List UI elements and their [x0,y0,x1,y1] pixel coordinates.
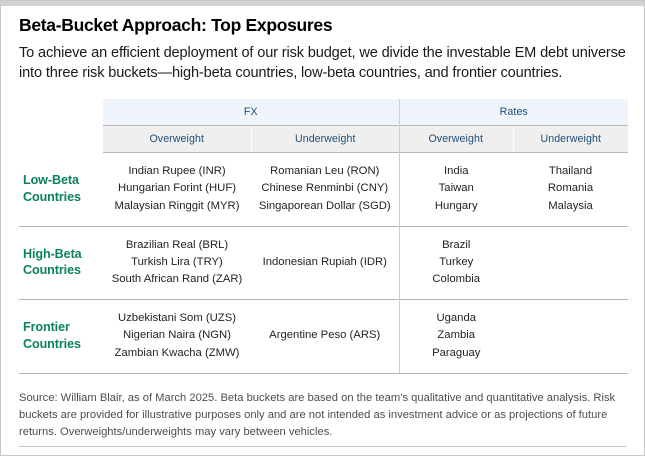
fx-rates-vertical-divider [399,99,400,374]
list-item: Indonesian Rupiah (IDR) [262,255,387,268]
list-item: Hungarian Forint (HUF) [117,182,237,195]
group-header-row: FX Rates [19,99,628,126]
subtitle-deck: To achieve an efficient deployment of ou… [19,45,626,82]
cell-frontier-fx-overweight: Uzbekistani Som (UZS) Nigerian Naira (NG… [103,299,251,374]
cell-high-beta-fx-underweight: Indonesian Rupiah (IDR) [251,226,399,301]
source-footnote: Source: William Blair, as of March 2025.… [19,391,616,438]
table-row: Low-Beta Countries Indian Rupee (INR) Hu… [19,152,628,227]
exhibit-content: Beta-Bucket Approach: Top Exposures To a… [1,6,644,455]
cell-high-beta-rates-overweight: Brazil Turkey Colombia [398,226,513,301]
cell-low-beta-rates-underweight: Thailand Romania Malaysia [513,152,628,227]
list-item: Turkey [439,255,474,268]
list-item: Malaysian Ringgit (MYR) [114,199,240,212]
row-label-line-2: Countries [23,263,81,278]
list-item: Thailand [548,165,593,178]
list-item: Colombia [432,273,481,286]
top-accent-bar [1,1,644,6]
row-label-line-2: Countries [23,189,81,204]
cell-high-beta-rates-underweight [513,226,628,301]
sub-header-fx-underweight: Underweight [250,125,399,154]
list-item: South African Rand (ZAR) [111,273,243,286]
group-header-spacer [19,99,103,126]
row-label-line-1: Frontier [23,320,70,335]
sub-header-spacer [19,126,103,153]
sub-header-fx-overweight: Overweight [103,125,251,154]
list-item: India [444,165,469,178]
list-item: Uganda [436,312,477,325]
exposures-table-wrapper: FX Rates Overweight Underweight Overweig… [19,99,628,374]
cell-high-beta-fx-overweight: Brazilian Real (BRL) Turkish Lira (TRY) … [103,226,251,301]
cell-frontier-fx-underweight: Argentine Peso (ARS) [251,299,399,374]
list-item: Taiwan [438,182,474,195]
group-header-fx: FX [103,99,400,126]
cell-low-beta-rates-overweight: India Taiwan Hungary [398,152,513,227]
page-title: Beta-Bucket Approach: Top Exposures [19,15,333,35]
list-item: Zambia [437,329,476,342]
row-label-high-beta: High-Beta Countries [19,226,103,301]
exposures-table: FX Rates Overweight Underweight Overweig… [19,99,628,374]
sub-header-rates-underweight: Underweight [512,125,628,154]
list-item: Zambian Kwacha (ZMW) [114,346,240,359]
list-item: Uzbekistani Som (UZS) [117,312,237,325]
sub-header-rates-overweight: Overweight [399,125,513,154]
sub-header-row: Overweight Underweight Overweight Underw… [19,125,628,154]
list-item: Brazil [442,238,471,251]
list-item: Turkish Lira (TRY) [131,255,223,268]
list-item: Argentine Peso (ARS) [269,329,381,342]
list-item: Nigerian Naira (NGN) [123,329,231,342]
list-item: Hungary [434,199,478,212]
list-item: Romania [547,182,594,195]
table-row: Frontier Countries Uzbekistani Som (UZS)… [19,299,628,374]
list-item: Paraguay [432,346,481,359]
list-item: Indian Rupee (INR) [128,165,226,178]
list-item: Singaporean Dollar (SGD) [258,199,391,212]
cell-frontier-rates-underweight [513,299,628,374]
list-item: Brazilian Real (BRL) [125,238,229,251]
group-header-rates: Rates [399,99,628,126]
row-label-low-beta: Low-Beta Countries [19,152,103,227]
list-item: Romanian Leu (RON) [270,165,380,178]
row-label-frontier: Frontier Countries [19,299,103,374]
row-label-line-1: Low-Beta [23,173,79,188]
row-label-line-2: Countries [23,336,81,351]
cell-low-beta-fx-overweight: Indian Rupee (INR) Hungarian Forint (HUF… [103,152,251,227]
list-item: Chinese Renminbi (CNY) [261,182,389,195]
table-body: Low-Beta Countries Indian Rupee (INR) Hu… [19,152,628,374]
bottom-divider [19,446,626,447]
cell-low-beta-fx-underweight: Romanian Leu (RON) Chinese Renminbi (CNY… [251,152,399,227]
table-row: High-Beta Countries Brazilian Real (BRL)… [19,226,628,301]
cell-frontier-rates-overweight: Uganda Zambia Paraguay [398,299,513,374]
list-item: Malaysia [548,199,593,212]
row-label-line-1: High-Beta [23,246,82,261]
table-head: FX Rates Overweight Underweight Overweig… [19,99,628,154]
